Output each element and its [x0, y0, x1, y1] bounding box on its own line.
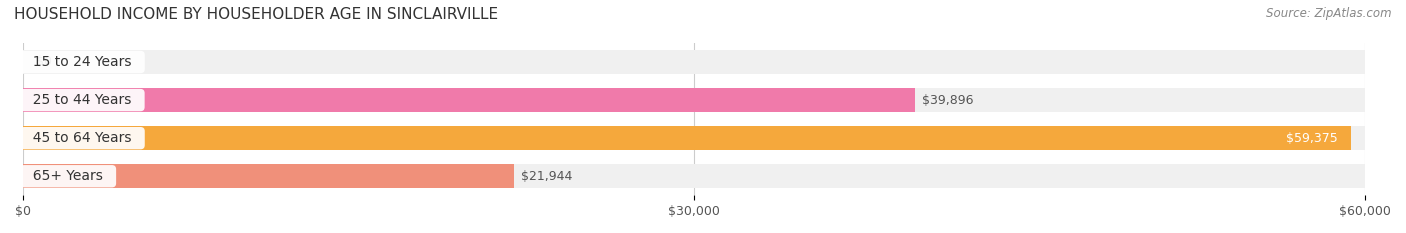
Bar — [22, 126, 1365, 150]
Bar — [22, 126, 1351, 150]
Text: 65+ Years: 65+ Years — [24, 169, 112, 183]
Bar — [22, 164, 1365, 188]
Text: $0: $0 — [37, 55, 52, 69]
Bar — [22, 50, 1365, 74]
Text: 15 to 24 Years: 15 to 24 Years — [24, 55, 141, 69]
Text: Source: ZipAtlas.com: Source: ZipAtlas.com — [1267, 7, 1392, 20]
Bar — [22, 88, 1365, 112]
Text: $21,944: $21,944 — [520, 170, 572, 183]
Text: 45 to 64 Years: 45 to 64 Years — [24, 131, 141, 145]
Text: 25 to 44 Years: 25 to 44 Years — [24, 93, 141, 107]
Text: $59,375: $59,375 — [1286, 132, 1337, 145]
Text: HOUSEHOLD INCOME BY HOUSEHOLDER AGE IN SINCLAIRVILLE: HOUSEHOLD INCOME BY HOUSEHOLDER AGE IN S… — [14, 7, 498, 22]
Bar — [22, 88, 915, 112]
Text: $39,896: $39,896 — [922, 94, 973, 106]
Bar — [22, 164, 513, 188]
